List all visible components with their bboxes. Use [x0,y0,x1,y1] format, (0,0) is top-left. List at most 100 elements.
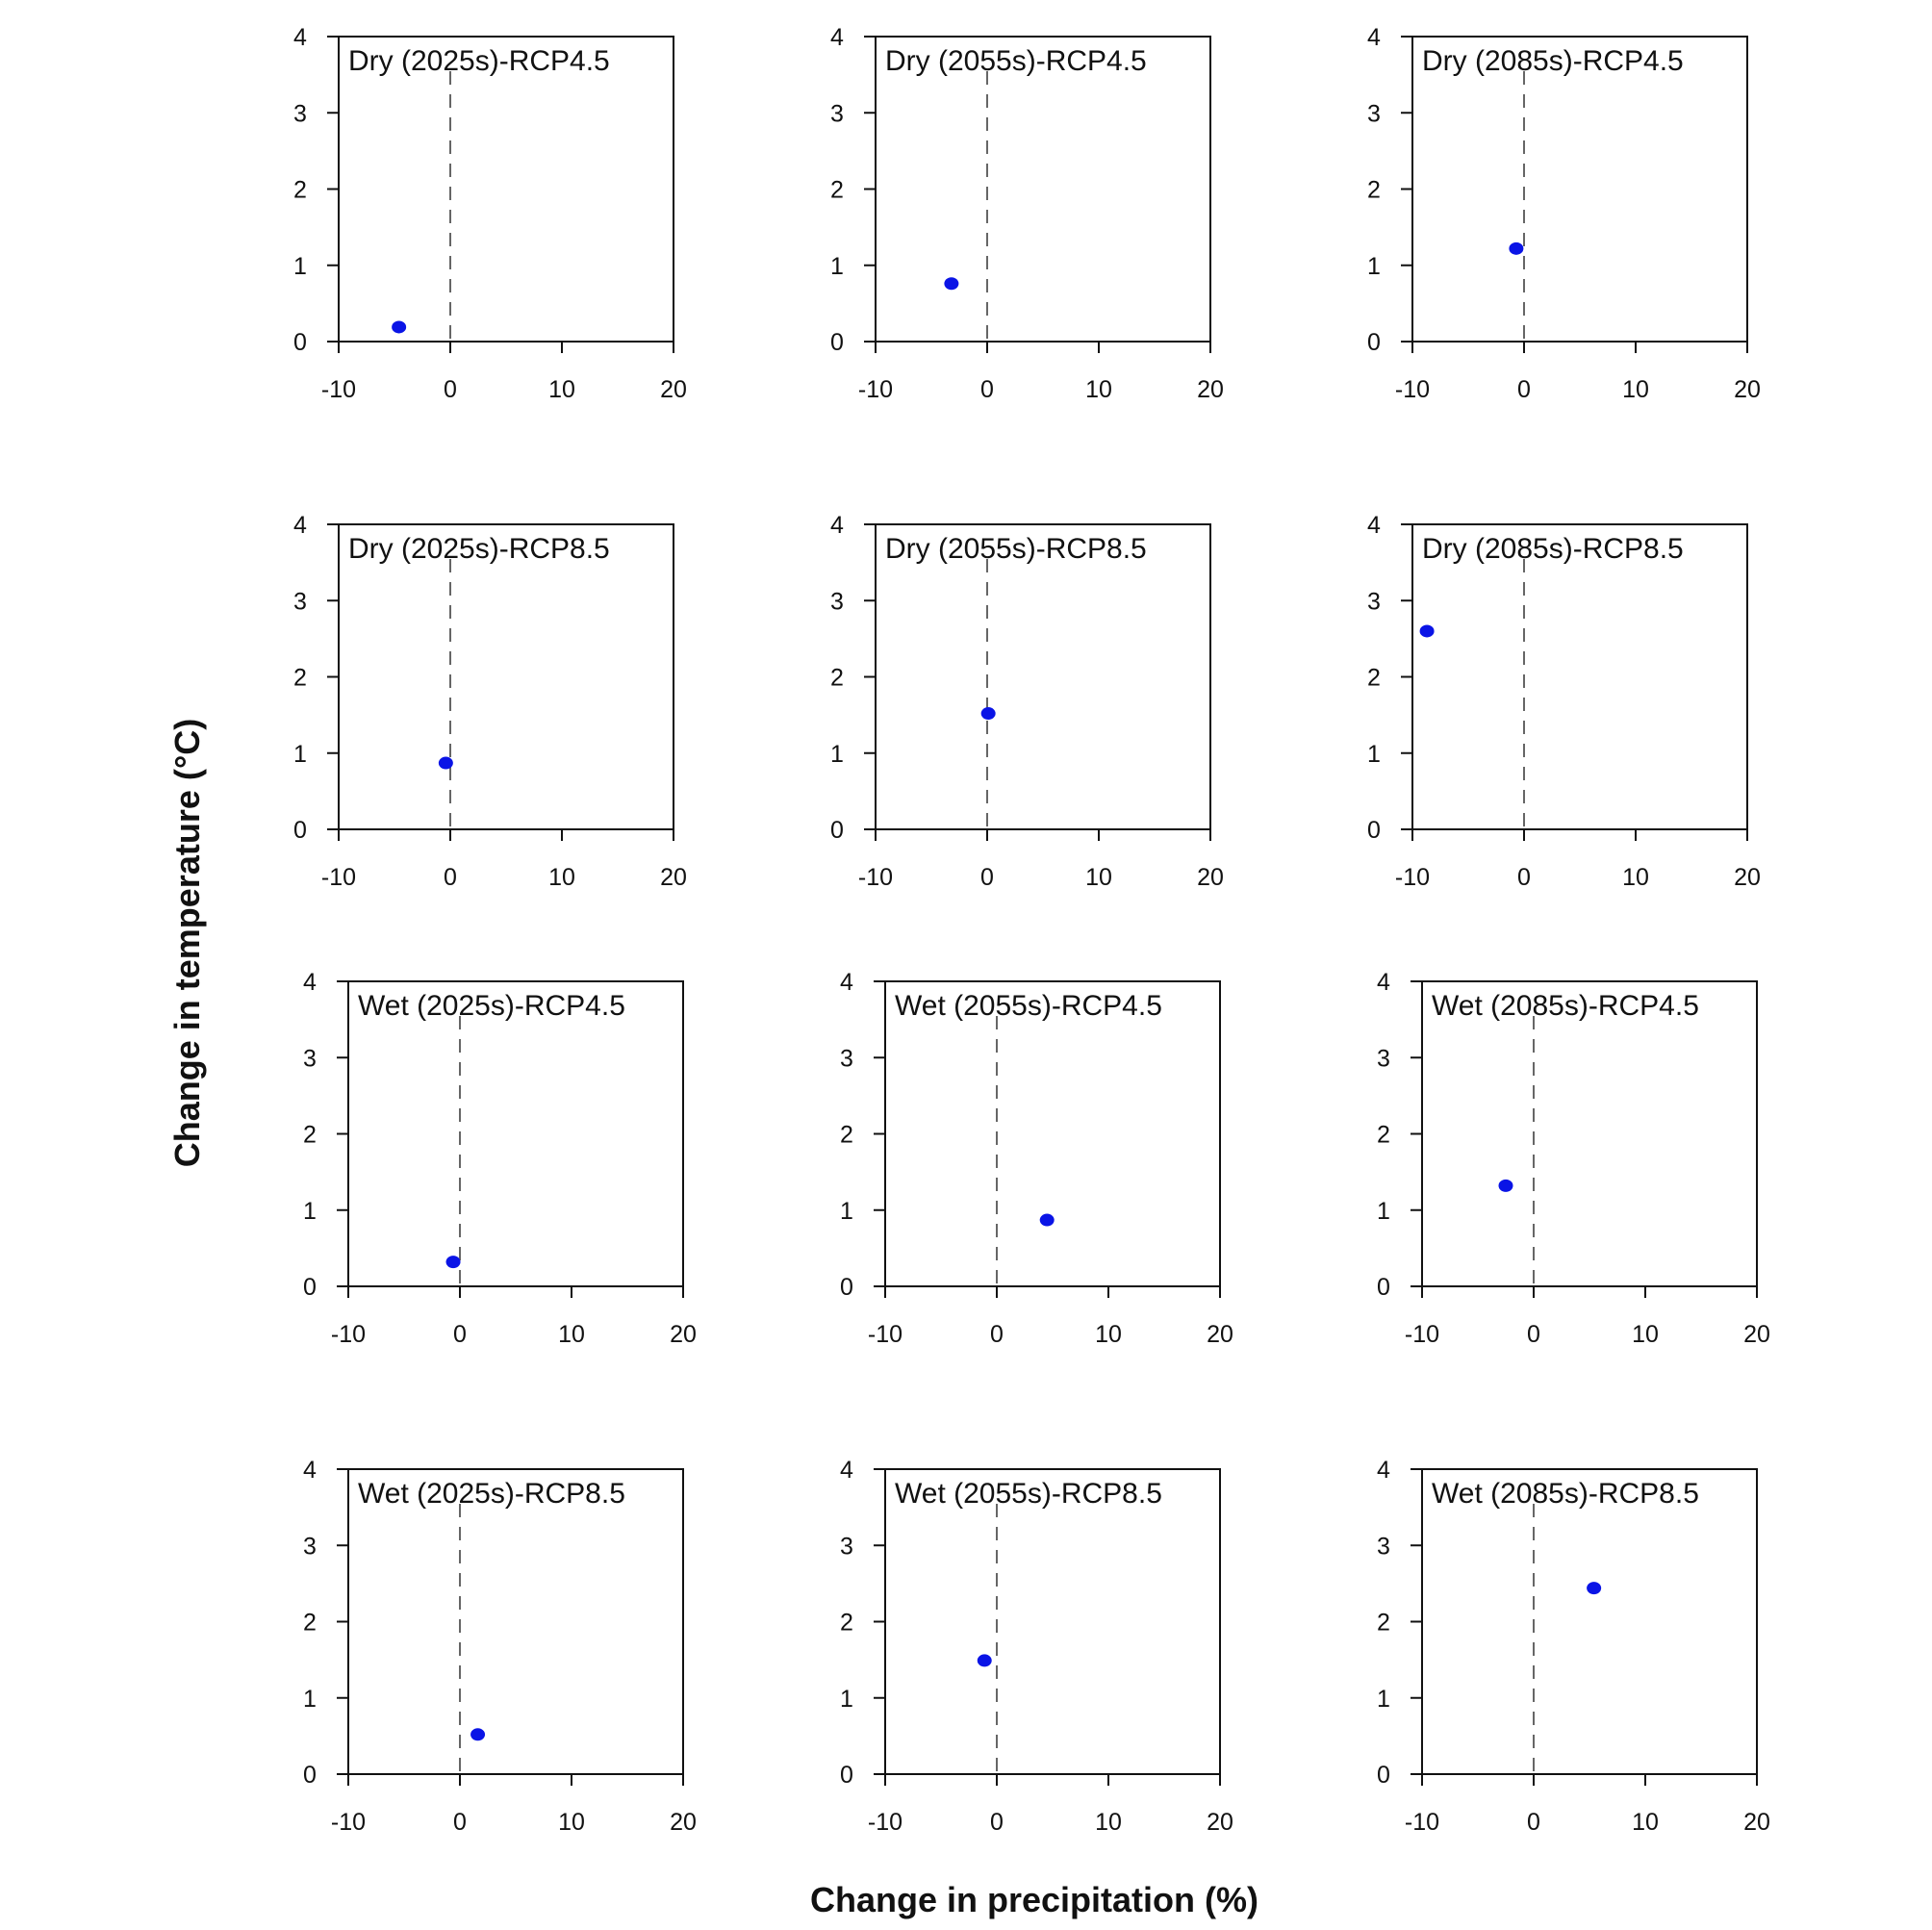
y-tick-label: 4 [840,1457,853,1484]
data-point [1587,1582,1602,1595]
x-tick-label: -10 [858,376,893,403]
panel-title: Dry (2025s)-RCP8.5 [348,533,610,565]
data-point [445,1256,461,1269]
x-tick-label: 10 [548,376,575,403]
panel-title: Wet (2025s)-RCP4.5 [358,990,625,1022]
plot-frame [884,1468,1221,1775]
x-tick-label: 0 [1517,864,1531,891]
plot-frame [875,36,1211,343]
x-tick-label: 20 [1743,1809,1770,1836]
y-tick-label: 2 [830,177,844,204]
x-tick-label: 20 [670,1321,697,1348]
y-tick-label: 1 [303,1686,317,1713]
y-tick-label: 2 [840,1610,853,1637]
x-tick-label: 10 [558,1321,585,1348]
y-tick-label: 1 [830,253,844,280]
x-tick-label: 10 [1085,864,1112,891]
x-tick-label: 0 [1527,1809,1540,1836]
x-axis-title: Change in precipitation (%) [809,1880,1259,1919]
panel-6: -10 0 10 20 0 1 2 3 4 Dry (2085s)-RCP8.5 [1367,512,1761,891]
panel-9: -10 0 10 20 0 1 2 3 4 Wet (2085s)-RCP4.5 [1377,969,1770,1348]
panel-5: -10 0 10 20 0 1 2 3 4 Dry (2055s)-RCP8.5 [830,512,1224,891]
panel-3: -10 0 10 20 0 1 2 3 4 Dry (2085s)-RCP4.5 [1367,24,1761,403]
y-tick-label: 3 [303,1045,317,1072]
y-tick-label: 1 [1367,253,1381,280]
x-tick-label: 20 [670,1809,697,1836]
data-point [980,707,996,721]
y-tick-label: 1 [1367,741,1381,768]
y-tick-label: 4 [293,512,307,539]
plot-frame [1421,1468,1758,1775]
x-tick-label: 10 [1632,1809,1659,1836]
y-tick-label: 3 [1377,1533,1390,1560]
y-tick-label: 1 [293,741,307,768]
y-tick-label: 0 [840,1762,853,1789]
x-tick-label: 20 [1197,376,1224,403]
panel-4: -10 0 10 20 0 1 2 3 4 Dry (2025s)-RCP8.5 [293,512,687,891]
x-tick-label: 20 [1197,864,1224,891]
x-tick-label: 10 [558,1809,585,1836]
plot-frame [1421,980,1758,1287]
y-tick-label: 2 [830,665,844,692]
y-tick-label: 3 [293,100,307,127]
plot-frame [884,980,1221,1287]
y-tick-label: 1 [1377,1686,1390,1713]
panel-title: Wet (2025s)-RCP8.5 [358,1478,625,1510]
x-tick-label: -10 [321,376,356,403]
data-point [977,1654,992,1667]
x-tick-label: 0 [990,1809,1004,1836]
x-tick-label: 20 [1734,376,1761,403]
panel-title: Dry (2085s)-RCP4.5 [1422,45,1684,77]
panel-title: Wet (2085s)-RCP8.5 [1432,1478,1699,1510]
y-tick-label: 0 [830,817,844,844]
panel-title: Wet (2055s)-RCP8.5 [895,1478,1162,1510]
y-tick-label: 3 [1367,588,1381,615]
plot-frame [347,980,684,1287]
panel-1: -10 0 10 20 0 1 2 3 4 Dry (2025s)-RCP4.5 [293,24,687,403]
x-tick-label: 20 [660,864,687,891]
panel-2: -10 0 10 20 0 1 2 3 4 Dry (2055s)-RCP4.5 [830,24,1224,403]
y-tick-label: 1 [303,1198,317,1225]
y-tick-label: 3 [840,1533,853,1560]
panel-11: -10 0 10 20 0 1 2 3 4 Wet (2055s)-RCP8.5 [840,1457,1233,1836]
x-tick-label: 10 [1622,864,1649,891]
y-tick-label: 3 [830,100,844,127]
y-tick-label: 0 [1367,329,1381,356]
x-tick-label: 10 [1095,1809,1122,1836]
y-tick-label: 4 [303,1457,317,1484]
y-tick-label: 2 [293,665,307,692]
x-tick-label: 20 [1734,864,1761,891]
y-tick-label: 2 [1377,1610,1390,1637]
x-tick-label: 0 [1527,1321,1540,1348]
data-point [944,277,959,291]
panel-title: Dry (2085s)-RCP8.5 [1422,533,1684,565]
data-point [1498,1179,1513,1192]
x-tick-label: -10 [321,864,356,891]
x-tick-label: 0 [444,376,457,403]
y-tick-label: 0 [293,329,307,356]
x-tick-label: 20 [1743,1321,1770,1348]
plot-frame [1411,36,1748,343]
data-point [392,320,407,334]
y-axis-title: Change in temperature (°C) [167,718,207,1168]
panel-12: -10 0 10 20 0 1 2 3 4 Wet (2085s)-RCP8.5 [1377,1457,1770,1836]
y-tick-label: 3 [293,588,307,615]
y-tick-label: 4 [830,512,844,539]
panel-10: -10 0 10 20 0 1 2 3 4 Wet (2025s)-RCP8.5 [303,1457,697,1836]
x-tick-label: -10 [858,864,893,891]
x-tick-label: 10 [1622,376,1649,403]
y-tick-label: 0 [293,817,307,844]
y-tick-label: 0 [303,1274,317,1301]
x-tick-label: -10 [1405,1809,1439,1836]
y-tick-label: 1 [293,253,307,280]
y-tick-label: 2 [303,1610,317,1637]
data-point [438,756,453,770]
y-tick-label: 1 [840,1198,853,1225]
x-tick-label: -10 [868,1321,902,1348]
panel-title: Wet (2055s)-RCP4.5 [895,990,1162,1022]
y-tick-label: 3 [840,1045,853,1072]
y-tick-label: 3 [303,1533,317,1560]
data-point [1509,241,1524,255]
x-tick-label: 20 [660,376,687,403]
